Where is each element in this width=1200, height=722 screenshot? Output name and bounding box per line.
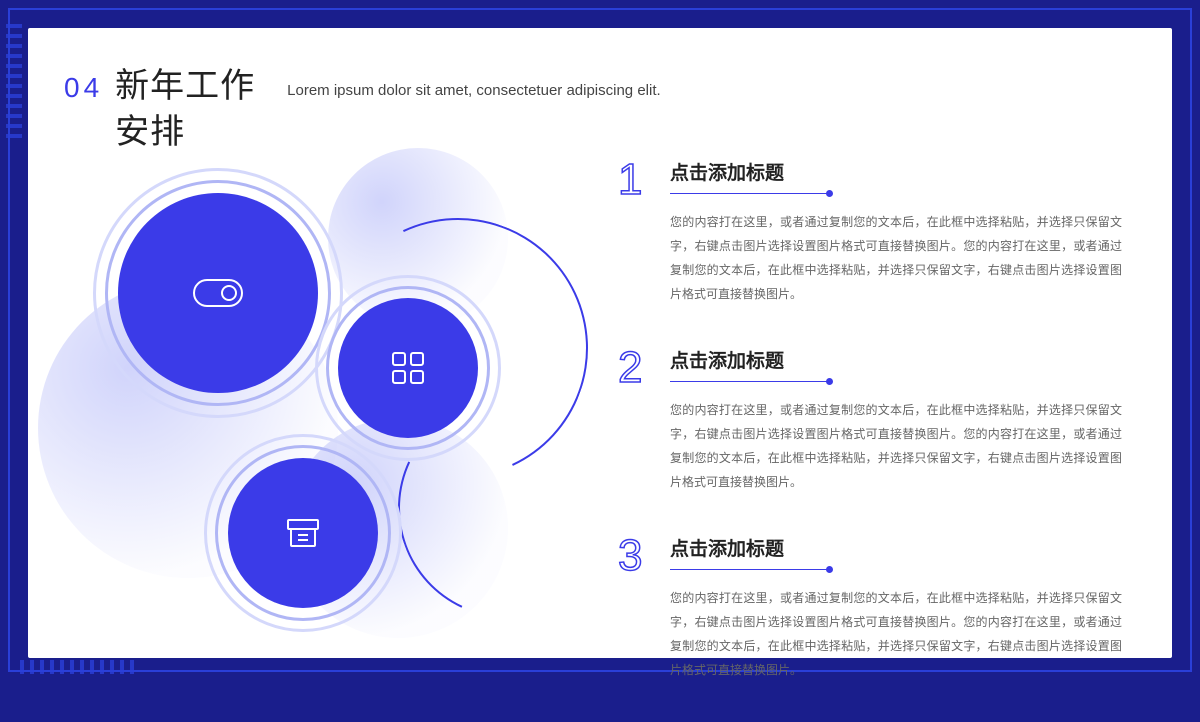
section-number: 04	[64, 72, 103, 104]
section-subtitle: Lorem ipsum dolor sit amet, consectetuer…	[287, 82, 661, 99]
archive-icon	[284, 514, 322, 552]
circle-graphic	[58, 138, 538, 658]
item-body: 点击添加标题 您的内容打在这里，或者通过复制您的文本后，在此框中选择粘贴，并选择…	[670, 158, 1122, 306]
grid-icon	[391, 351, 425, 385]
item-underline	[670, 381, 830, 382]
item-title: 点击添加标题	[670, 158, 1122, 185]
graphic-circle-2	[338, 298, 478, 438]
decor-dots-left	[6, 24, 22, 144]
content-list: 1 点击添加标题 您的内容打在这里，或者通过复制您的文本后，在此框中选择粘贴，并…	[618, 158, 1122, 722]
item-underline	[670, 193, 830, 194]
item-underline	[670, 569, 830, 570]
list-item: 1 点击添加标题 您的内容打在这里，或者通过复制您的文本后，在此框中选择粘贴，并…	[618, 158, 1122, 306]
item-title: 点击添加标题	[670, 534, 1122, 561]
decor-dots-bottom	[20, 660, 140, 674]
item-number: 1	[618, 158, 648, 306]
item-number: 3	[618, 534, 648, 682]
item-body: 点击添加标题 您的内容打在这里，或者通过复制您的文本后，在此框中选择粘贴，并选择…	[670, 534, 1122, 682]
item-text: 您的内容打在这里，或者通过复制您的文本后，在此框中选择粘贴，并选择只保留文字，右…	[670, 210, 1122, 306]
list-item: 3 点击添加标题 您的内容打在这里，或者通过复制您的文本后，在此框中选择粘贴，并…	[618, 534, 1122, 682]
graphic-circle-3	[228, 458, 378, 608]
toggle-icon	[192, 278, 244, 308]
list-item: 2 点击添加标题 您的内容打在这里，或者通过复制您的文本后，在此框中选择粘贴，并…	[618, 346, 1122, 494]
item-number: 2	[618, 346, 648, 494]
graphic-circle-1	[118, 193, 318, 393]
item-text: 您的内容打在这里，或者通过复制您的文本后，在此框中选择粘贴，并选择只保留文字，右…	[670, 586, 1122, 682]
slide-card: 04 新年工作安排 Lorem ipsum dolor sit amet, co…	[28, 28, 1172, 658]
item-title: 点击添加标题	[670, 346, 1122, 373]
item-body: 点击添加标题 您的内容打在这里，或者通过复制您的文本后，在此框中选择粘贴，并选择…	[670, 346, 1122, 494]
item-text: 您的内容打在这里，或者通过复制您的文本后，在此框中选择粘贴，并选择只保留文字，右…	[670, 398, 1122, 494]
